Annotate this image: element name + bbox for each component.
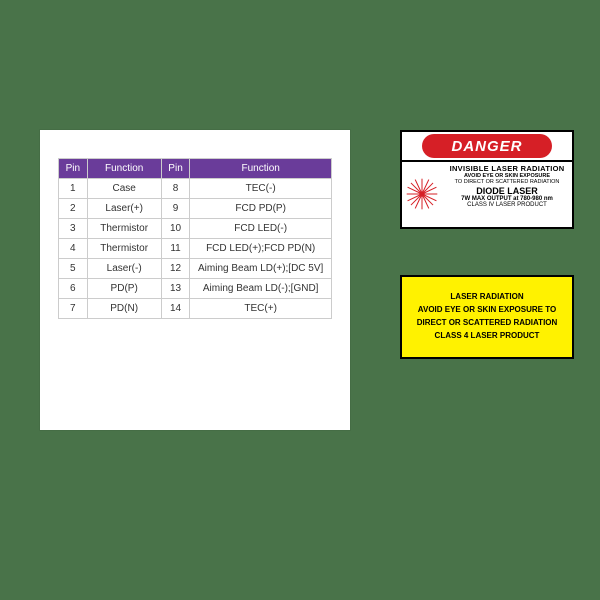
table-row: 5Laser(-)12Aiming Beam LD(+);[DC 5V] [59,259,332,279]
table-cell: Aiming Beam LD(+);[DC 5V] [190,259,332,279]
table-cell: 6 [59,279,88,299]
pin-table-card: Pin Function Pin Function 1Case8TEC(-)2L… [40,130,350,430]
table-row: 2Laser(+)9FCD PD(P) [59,199,332,219]
table-row: 7PD(N)14TEC(+) [59,299,332,319]
col-header-fn2: Function [190,159,332,179]
table-row: 4Thermistor11FCD LED(+);FCD PD(N) [59,239,332,259]
table-cell: Laser(-) [87,259,161,279]
yellow-line4: CLASS 4 LASER PRODUCT [435,330,540,343]
table-cell: PD(P) [87,279,161,299]
table-cell: 1 [59,179,88,199]
table-cell: Aiming Beam LD(-);[GND] [190,279,332,299]
danger-header: DANGER [402,132,572,162]
table-cell: 12 [161,259,190,279]
col-header-pin2: Pin [161,159,190,179]
table-cell: Case [87,179,161,199]
table-cell: PD(N) [87,299,161,319]
danger-label: DANGER [400,130,574,229]
danger-line1: INVISIBLE LASER RADIATION [444,164,570,173]
table-cell: 4 [59,239,88,259]
danger-oval: DANGER [422,134,552,158]
table-header-row: Pin Function Pin Function [59,159,332,179]
yellow-warning-label: LASER RADIATION AVOID EYE OR SKIN EXPOSU… [400,275,574,359]
table-cell: TEC(-) [190,179,332,199]
col-header-fn1: Function [87,159,161,179]
pin-function-table: Pin Function Pin Function 1Case8TEC(-)2L… [58,158,332,319]
table-cell: TEC(+) [190,299,332,319]
table-cell: FCD PD(P) [190,199,332,219]
danger-text-block: INVISIBLE LASER RADIATION AVOID EYE OR S… [442,162,572,225]
danger-body: INVISIBLE LASER RADIATION AVOID EYE OR S… [402,162,572,225]
table-cell: 7 [59,299,88,319]
table-cell: 11 [161,239,190,259]
table-cell: 2 [59,199,88,219]
yellow-line2: AVOID EYE OR SKIN EXPOSURE TO [418,304,556,317]
table-cell: 5 [59,259,88,279]
table-cell: 3 [59,219,88,239]
table-cell: 8 [161,179,190,199]
table-cell: Thermistor [87,239,161,259]
table-row: 3Thermistor10FCD LED(-) [59,219,332,239]
table-cell: Laser(+) [87,199,161,219]
yellow-line1: LASER RADIATION [450,291,523,304]
laser-starburst-icon [402,162,442,225]
yellow-line3: DIRECT OR SCATTERED RADIATION [417,317,558,330]
table-cell: 13 [161,279,190,299]
table-row: 6PD(P)13Aiming Beam LD(-);[GND] [59,279,332,299]
table-body: 1Case8TEC(-)2Laser(+)9FCD PD(P)3Thermist… [59,179,332,319]
table-cell: 9 [161,199,190,219]
danger-line3: TO DIRECT OR SCATTERED RADIATION [444,179,570,185]
danger-header-text: DANGER [451,138,522,155]
table-cell: 10 [161,219,190,239]
col-header-pin1: Pin [59,159,88,179]
table-cell: FCD LED(-) [190,219,332,239]
table-row: 1Case8TEC(-) [59,179,332,199]
danger-line4: DIODE LASER [444,186,570,196]
table-cell: Thermistor [87,219,161,239]
table-cell: FCD LED(+);FCD PD(N) [190,239,332,259]
danger-line6: CLASS IV LASER PRODUCT [444,202,570,208]
table-cell: 14 [161,299,190,319]
